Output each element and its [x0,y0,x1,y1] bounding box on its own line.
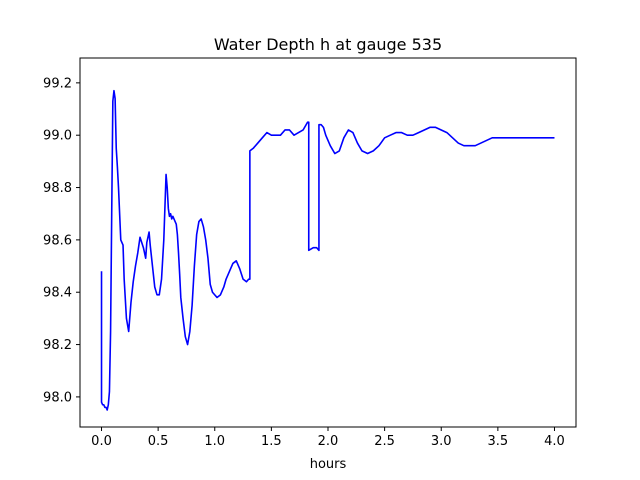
x-tick-label: 2.5 [374,434,395,449]
y-axis-ticks: 98.0 98.2 98.4 98.6 98.8 99.0 99.2 [43,76,80,405]
plot-area [100,89,555,411]
y-tick-label: 99.0 [43,129,72,144]
y-tick-label: 98.2 [43,338,72,353]
x-tick-label: 0.0 [91,434,112,449]
y-tick-label: 98.6 [43,233,72,248]
chart-title: Water Depth h at gauge 535 [214,35,442,54]
series-line-0 [100,89,555,411]
x-tick-label: 3.0 [431,434,452,449]
y-tick-label: 99.2 [43,76,72,91]
x-tick-label: 3.5 [488,434,509,449]
x-tick-label: 2.0 [318,434,339,449]
x-axis-label: hours [310,457,347,472]
x-tick-label: 0.5 [148,434,169,449]
x-tick-label: 1.0 [204,434,225,449]
y-tick-label: 98.8 [43,181,72,196]
axes-frame [79,57,577,428]
y-tick-label: 98.4 [43,286,72,301]
x-tick-label: 4.0 [544,434,565,449]
x-axis-ticks: 0.0 0.5 1.0 1.5 2.0 2.5 3.0 3.5 4.0 [91,427,565,449]
y-tick-label: 98.0 [43,390,72,405]
x-tick-label: 1.5 [261,434,282,449]
